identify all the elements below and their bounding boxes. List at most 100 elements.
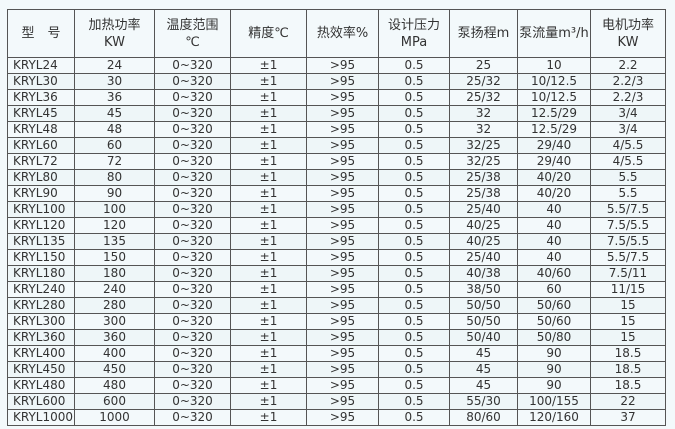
- cell-temp-range: 0~320: [154, 361, 231, 378]
- cell-precision: ±1: [230, 105, 307, 122]
- cell-pump-head: 80/60: [449, 409, 518, 426]
- cell-design-pressure: 0.5: [378, 153, 450, 170]
- cell-temp-range: 0~320: [154, 297, 231, 314]
- cell-heating-power: 36: [74, 89, 155, 106]
- cell-pump-flow: 10: [517, 57, 591, 74]
- cell-pump-flow: 40: [517, 249, 591, 266]
- cell-model: KRYL480: [7, 377, 75, 394]
- header-motor-power: 电机功率 KW: [590, 9, 666, 58]
- cell-heating-power: 480: [74, 377, 155, 394]
- cell-heating-power: 45: [74, 105, 155, 122]
- cell-precision: ±1: [230, 297, 307, 314]
- cell-precision: ±1: [230, 185, 307, 202]
- cell-pump-flow: 40: [517, 233, 591, 250]
- table-row: KRYL150 150 0~320 ±1 >95 0.5 25/40 40 5.5/7.5: [7, 249, 666, 266]
- table-row: KRYL48 48 0~320 ±1 >95 0.5 32 12.5/29 3/4: [7, 121, 666, 138]
- cell-model: KRYL600: [7, 393, 75, 410]
- cell-heating-power: 280: [74, 297, 155, 314]
- cell-pump-flow: 40/20: [517, 169, 591, 186]
- cell-pump-flow: 10/12.5: [517, 89, 591, 106]
- cell-design-pressure: 0.5: [378, 169, 450, 186]
- cell-heating-power: 90: [74, 185, 155, 202]
- cell-pump-flow: 40: [517, 217, 591, 234]
- cell-pump-head: 40/25: [449, 233, 518, 250]
- cell-motor-power: 4/5.5: [590, 137, 666, 154]
- cell-model: KRYL60: [7, 137, 75, 154]
- cell-temp-range: 0~320: [154, 89, 231, 106]
- cell-motor-power: 3/4: [590, 121, 666, 138]
- cell-heating-power: 150: [74, 249, 155, 266]
- table-row: KRYL100 100 0~320 ±1 >95 0.5 25/40 40 5.5/7.5: [7, 201, 666, 218]
- table-row: KRYL45 45 0~320 ±1 >95 0.5 32 12.5/29 3/4: [7, 105, 666, 122]
- cell-thermal-efficiency: >95: [306, 185, 379, 202]
- cell-pump-head: 25/40: [449, 249, 518, 266]
- cell-design-pressure: 0.5: [378, 265, 450, 282]
- cell-design-pressure: 0.5: [378, 361, 450, 378]
- cell-motor-power: 22: [590, 393, 666, 410]
- cell-thermal-efficiency: >95: [306, 233, 379, 250]
- cell-design-pressure: 0.5: [378, 73, 450, 90]
- cell-design-pressure: 0.5: [378, 217, 450, 234]
- cell-pump-flow: 12.5/29: [517, 121, 591, 138]
- table-row: KRYL135 135 0~320 ±1 >95 0.5 40/25 40 7.5/5.5: [7, 233, 666, 250]
- header-thermal-efficiency: 热效率%: [306, 9, 379, 58]
- cell-pump-head: 45: [449, 377, 518, 394]
- table-row: KRYL480 480 0~320 ±1 >95 0.5 45 90 18.5: [7, 377, 666, 394]
- cell-motor-power: 15: [590, 313, 666, 330]
- cell-pump-flow: 90: [517, 377, 591, 394]
- cell-temp-range: 0~320: [154, 121, 231, 138]
- cell-temp-range: 0~320: [154, 329, 231, 346]
- cell-pump-flow: 29/40: [517, 137, 591, 154]
- cell-pump-head: 32: [449, 121, 518, 138]
- cell-design-pressure: 0.5: [378, 281, 450, 298]
- cell-motor-power: 2.2: [590, 57, 666, 74]
- cell-heating-power: 450: [74, 361, 155, 378]
- cell-pump-head: 40/38: [449, 265, 518, 282]
- table-row: KRYL36 36 0~320 ±1 >95 0.5 25/32 10/12.5 2.2/3: [7, 89, 666, 106]
- cell-pump-head: 50/50: [449, 313, 518, 330]
- cell-design-pressure: 0.5: [378, 249, 450, 266]
- cell-pump-head: 55/30: [449, 393, 518, 410]
- cell-pump-flow: 29/40: [517, 153, 591, 170]
- cell-motor-power: 2.2/3: [590, 73, 666, 90]
- header-precision: 精度℃: [230, 9, 307, 58]
- cell-thermal-efficiency: >95: [306, 89, 379, 106]
- cell-thermal-efficiency: >95: [306, 329, 379, 346]
- cell-pump-head: 50/40: [449, 329, 518, 346]
- cell-heating-power: 600: [74, 393, 155, 410]
- cell-precision: ±1: [230, 409, 307, 426]
- cell-thermal-efficiency: >95: [306, 105, 379, 122]
- cell-model: KRYL90: [7, 185, 75, 202]
- cell-temp-range: 0~320: [154, 265, 231, 282]
- cell-motor-power: 37: [590, 409, 666, 426]
- cell-thermal-efficiency: >95: [306, 73, 379, 90]
- cell-pump-head: 45: [449, 345, 518, 362]
- cell-thermal-efficiency: >95: [306, 153, 379, 170]
- cell-design-pressure: 0.5: [378, 57, 450, 74]
- cell-motor-power: 7.5/5.5: [590, 217, 666, 234]
- cell-design-pressure: 0.5: [378, 297, 450, 314]
- cell-design-pressure: 0.5: [378, 105, 450, 122]
- cell-heating-power: 72: [74, 153, 155, 170]
- cell-precision: ±1: [230, 233, 307, 250]
- cell-temp-range: 0~320: [154, 217, 231, 234]
- table-row: KRYL240 240 0~320 ±1 >95 0.5 38/50 60 11/15: [7, 281, 666, 298]
- cell-temp-range: 0~320: [154, 57, 231, 74]
- cell-thermal-efficiency: >95: [306, 409, 379, 426]
- cell-model: KRYL360: [7, 329, 75, 346]
- cell-pump-head: 32: [449, 105, 518, 122]
- header-row: 型 号加热功率 KW 温度范围 ℃ 精度℃ 热效率% 设计压力 MPa 泵扬程m 泵流量m³…: [7, 9, 666, 58]
- cell-model: KRYL48: [7, 121, 75, 138]
- cell-temp-range: 0~320: [154, 249, 231, 266]
- cell-pump-flow: 10/12.5: [517, 73, 591, 90]
- cell-model: KRYL45: [7, 105, 75, 122]
- header-design-pressure: 设计压力 MPa: [378, 9, 450, 58]
- cell-temp-range: 0~320: [154, 169, 231, 186]
- cell-pump-flow: 40/60: [517, 265, 591, 282]
- cell-thermal-efficiency: >95: [306, 249, 379, 266]
- header-temp-range: 温度范围 ℃: [154, 9, 231, 58]
- cell-pump-head: 40/25: [449, 217, 518, 234]
- cell-heating-power: 240: [74, 281, 155, 298]
- cell-heating-power: 30: [74, 73, 155, 90]
- cell-pump-head: 45: [449, 361, 518, 378]
